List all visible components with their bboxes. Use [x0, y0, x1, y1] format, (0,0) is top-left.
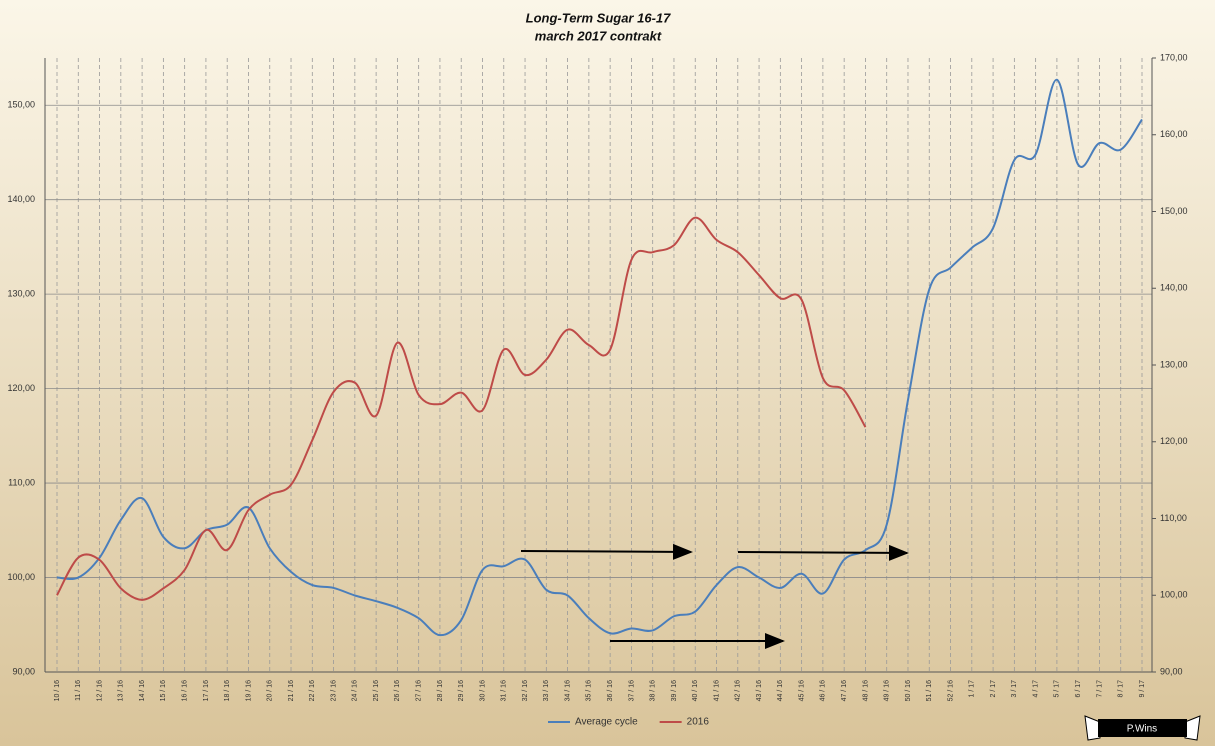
legend-label: Average cycle [575, 717, 638, 728]
x-tick-label: 16 / 16 [181, 680, 188, 702]
y2-tick-label: 150,00 [1160, 206, 1188, 216]
x-tick-label: 23 / 16 [330, 680, 337, 702]
x-tick-label: 30 / 16 [479, 680, 486, 702]
y-tick-label: 150,00 [7, 100, 35, 110]
y2-tick-label: 90,00 [1160, 666, 1183, 676]
x-tick-label: 41 / 16 [713, 680, 720, 702]
x-tick-label: 2 / 17 [990, 680, 997, 698]
x-tick-label: 35 / 16 [586, 680, 593, 702]
x-tick-label: 31 / 16 [501, 680, 508, 702]
x-tick-label: 32 / 16 [522, 680, 529, 702]
x-tick-label: 36 / 16 [607, 680, 614, 702]
x-tick-label: 45 / 16 [798, 680, 805, 702]
x-tick-label: 33 / 16 [543, 680, 550, 702]
x-tick-label: 50 / 16 [905, 680, 912, 702]
x-tick-label: 51 / 16 [926, 680, 933, 702]
arrow [520, 543, 693, 560]
chart-title: Long-Term Sugar 16-17 [526, 10, 671, 25]
x-tick-label: 34 / 16 [564, 680, 571, 702]
legend-label: 2016 [687, 717, 710, 728]
x-tick-label: 40 / 16 [692, 680, 699, 702]
x-tick-label: 6 / 17 [1075, 680, 1082, 698]
badge: P.Wins [1084, 715, 1201, 741]
y2-tick-label: 100,00 [1160, 590, 1188, 600]
x-tick-label: 43 / 16 [756, 680, 763, 702]
x-tick-label: 52 / 16 [947, 680, 954, 702]
arrow [737, 544, 909, 561]
x-tick-label: 25 / 16 [373, 680, 380, 702]
x-tick-label: 12 / 16 [96, 680, 103, 702]
x-tick-label: 38 / 16 [650, 680, 657, 702]
x-tick-label: 48 / 16 [862, 680, 869, 702]
series-line [56, 78, 1143, 637]
x-tick-label: 49 / 16 [884, 680, 891, 702]
y-tick-label: 90,00 [12, 666, 35, 676]
y2-tick-label: 110,00 [1160, 513, 1187, 523]
x-tick-label: 18 / 16 [224, 680, 231, 702]
y2-tick-label: 140,00 [1160, 283, 1188, 293]
x-tick-label: 29 / 16 [458, 680, 465, 702]
x-tick-label: 47 / 16 [841, 680, 848, 702]
y-tick-label: 110,00 [8, 477, 35, 487]
x-tick-label: 37 / 16 [628, 680, 635, 702]
series-line [56, 216, 867, 601]
x-tick-label: 1 / 17 [969, 680, 976, 698]
x-tick-label: 42 / 16 [735, 680, 742, 702]
x-tick-label: 11 / 16 [75, 680, 82, 701]
y2-tick-label: 130,00 [1160, 359, 1188, 369]
x-tick-label: 3 / 17 [1011, 680, 1018, 698]
x-tick-label: 13 / 16 [118, 680, 125, 702]
chart-subtitle: march 2017 contrakt [535, 28, 662, 43]
y-tick-label: 130,00 [7, 289, 35, 299]
y2-tick-label: 120,00 [1160, 436, 1188, 446]
badge-text: P.Wins [1127, 724, 1157, 735]
x-tick-label: 8 / 17 [1118, 680, 1125, 698]
y2-tick-label: 170,00 [1160, 52, 1188, 62]
x-tick-label: 15 / 16 [160, 680, 167, 702]
y2-tick-label: 160,00 [1160, 129, 1188, 139]
x-tick-label: 26 / 16 [394, 680, 401, 702]
x-tick-label: 5 / 17 [1054, 680, 1061, 698]
x-tick-label: 9 / 17 [1139, 680, 1146, 698]
x-tick-label: 39 / 16 [671, 680, 678, 702]
x-tick-label: 46 / 16 [820, 680, 827, 702]
x-tick-label: 4 / 17 [1032, 680, 1039, 698]
x-tick-label: 10 / 16 [54, 680, 61, 702]
x-tick-label: 21 / 16 [288, 680, 295, 702]
x-tick-label: 14 / 16 [139, 680, 146, 702]
x-tick-label: 44 / 16 [777, 680, 784, 702]
y-tick-label: 140,00 [7, 194, 35, 204]
x-tick-label: 19 / 16 [245, 680, 252, 702]
x-tick-label: 20 / 16 [267, 680, 274, 702]
x-tick-label: 28 / 16 [437, 680, 444, 702]
x-tick-label: 22 / 16 [309, 680, 316, 702]
x-tick-label: 24 / 16 [352, 680, 359, 702]
y-tick-label: 120,00 [7, 383, 35, 393]
y-tick-label: 100,00 [7, 572, 35, 582]
x-tick-label: 17 / 16 [203, 680, 210, 702]
x-tick-label: 27 / 16 [416, 680, 423, 702]
x-tick-label: 7 / 17 [1096, 680, 1103, 698]
